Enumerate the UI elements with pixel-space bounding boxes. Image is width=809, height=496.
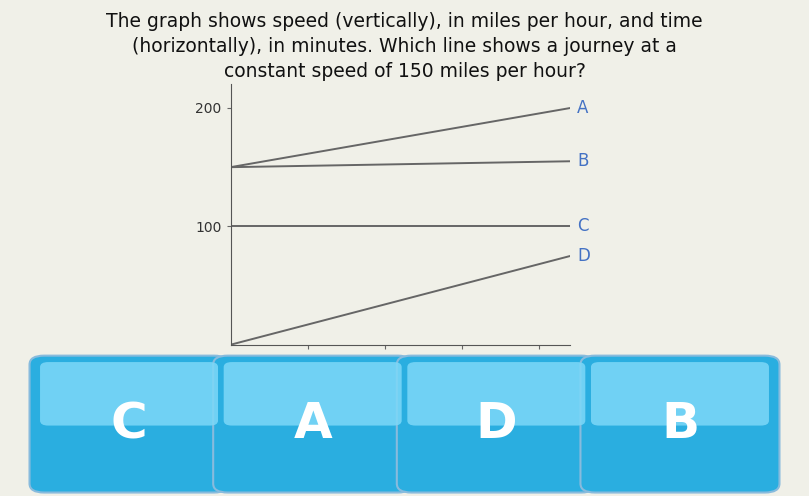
Text: A: A: [294, 400, 332, 448]
Text: D: D: [578, 247, 590, 265]
Text: A: A: [578, 99, 589, 117]
Text: C: C: [578, 217, 589, 236]
Text: C: C: [111, 400, 147, 448]
Text: B: B: [661, 400, 699, 448]
Text: (horizontally), in minutes. Which line shows a journey at a: (horizontally), in minutes. Which line s…: [132, 37, 677, 56]
Text: D: D: [476, 400, 517, 448]
Text: The graph shows speed (vertically), in miles per hour, and time: The graph shows speed (vertically), in m…: [106, 12, 703, 31]
Text: B: B: [578, 152, 589, 170]
Text: constant speed of 150 miles per hour?: constant speed of 150 miles per hour?: [223, 62, 586, 81]
